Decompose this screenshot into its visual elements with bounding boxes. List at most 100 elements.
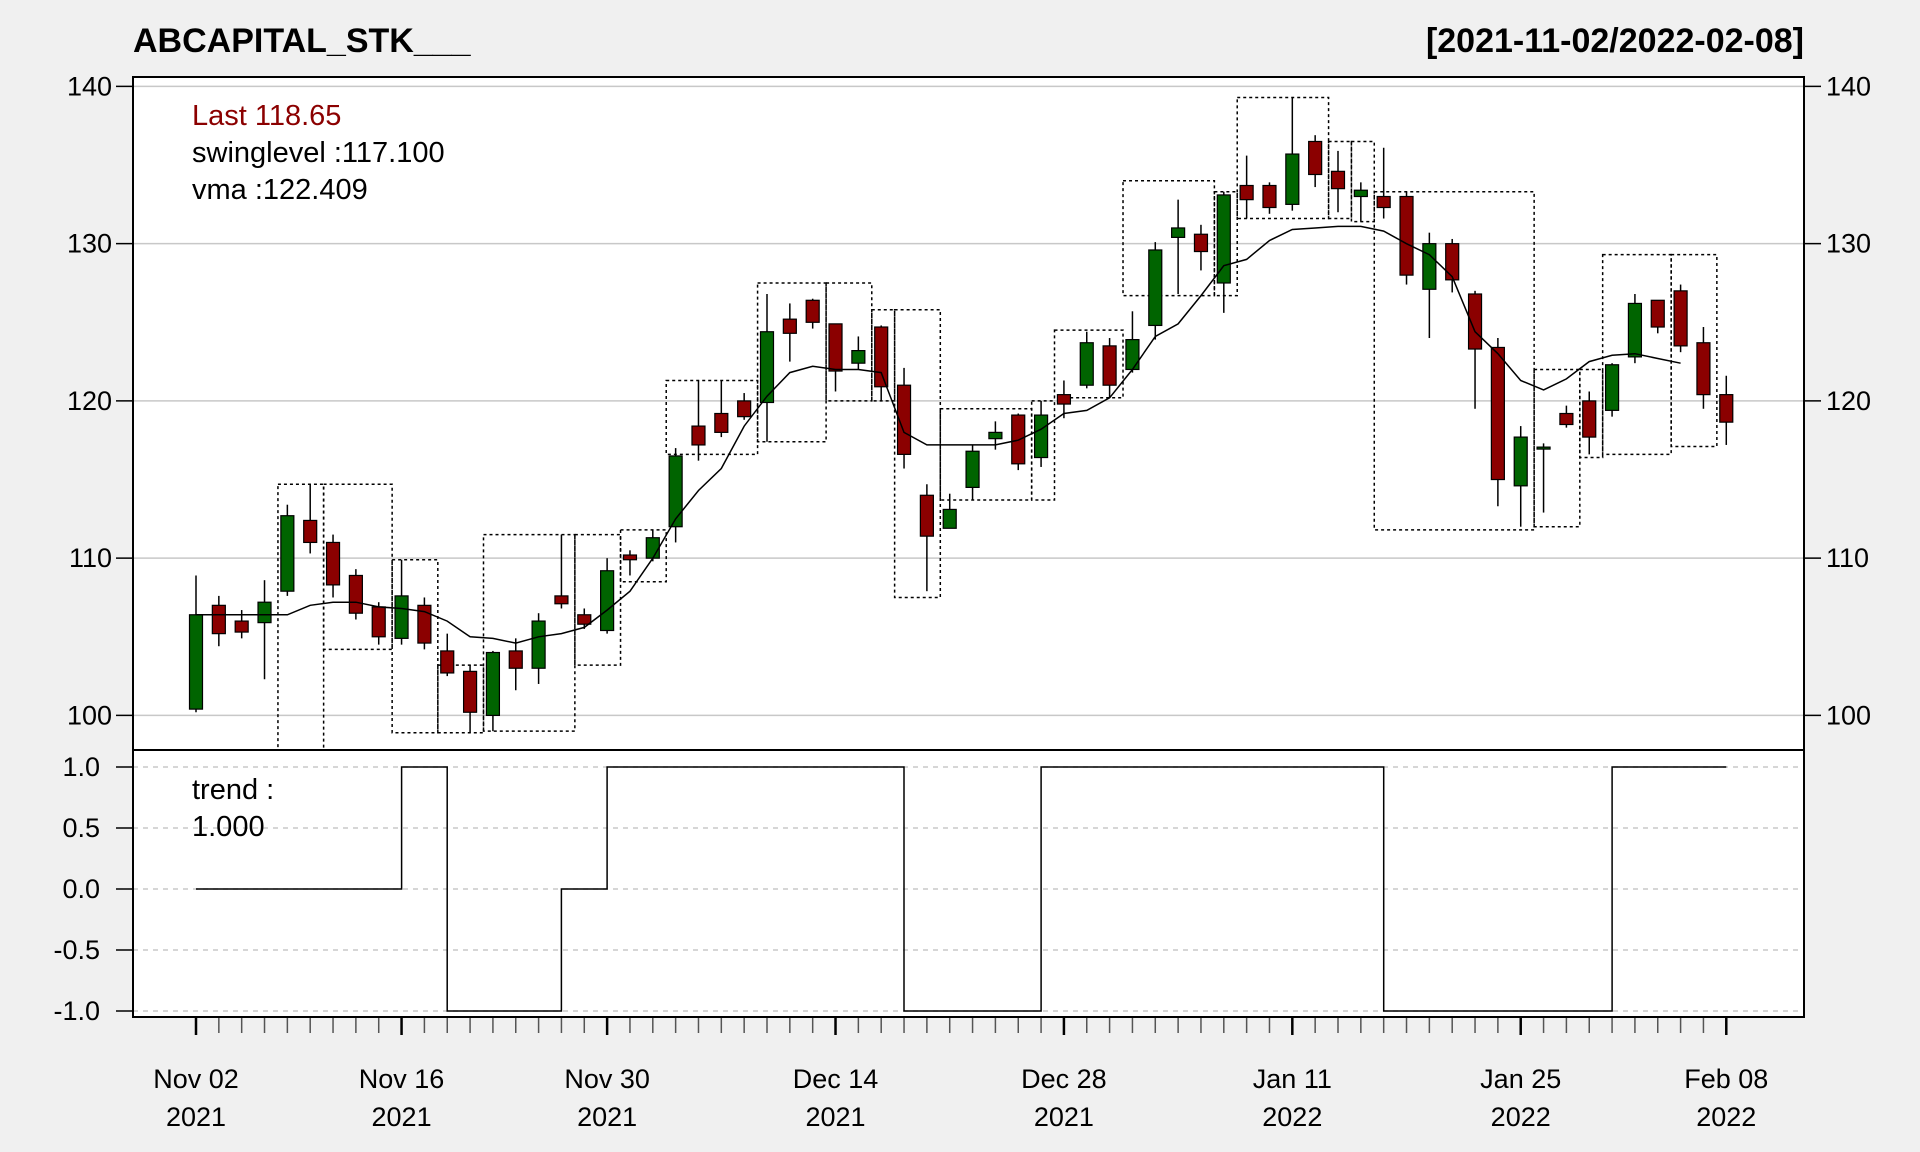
candle-down [1650, 299, 1665, 328]
swing-box [939, 408, 1033, 501]
x-tick-label-year: 2021 [1034, 1102, 1094, 1132]
price-panel [133, 77, 1804, 750]
candle-up [988, 431, 1003, 440]
candle-down [1719, 394, 1734, 423]
trend-y-tick-label: 0.0 [62, 874, 100, 904]
candle-down [1262, 184, 1277, 209]
swing-box [1601, 253, 1672, 456]
candle-up [1285, 153, 1300, 205]
candle-up [1536, 446, 1551, 450]
candle-down [1582, 400, 1597, 438]
trend-y-tick-label: -1.0 [53, 996, 100, 1026]
candle-down [577, 614, 592, 625]
swing-box [1213, 191, 1238, 297]
trend-line [196, 766, 1727, 1012]
candle-up [1422, 243, 1437, 290]
candle-down [1056, 394, 1072, 405]
candle-up [1216, 194, 1231, 284]
x-tick-label-year: 2022 [1491, 1102, 1551, 1132]
trend-y-tick-label: -0.5 [53, 935, 100, 965]
swing-level-boxes [277, 96, 1718, 751]
candle-up [280, 515, 295, 592]
candle-up [188, 614, 204, 710]
x-tick-label-date: Feb 08 [1684, 1064, 1768, 1094]
legend-trend-label: trend : [192, 774, 274, 806]
candle-up [851, 350, 866, 364]
x-tick-label-date: Nov 30 [564, 1064, 650, 1094]
y-tick-label-left: 130 [67, 229, 112, 259]
candle-up [942, 508, 957, 529]
candle-down [1308, 140, 1323, 176]
x-tick-label-date: Dec 28 [1021, 1064, 1107, 1094]
candle-up [1627, 302, 1643, 358]
trend-panel [133, 750, 1804, 1017]
candle-down [1445, 243, 1460, 281]
candle-down [622, 554, 638, 561]
swing-box [391, 558, 439, 734]
x-tick-label-year: 2021 [372, 1102, 432, 1132]
legend-swinglevel: swinglevel :117.100 [192, 137, 445, 169]
swing-box [1670, 253, 1718, 448]
candle-down [1696, 342, 1711, 396]
legend-last: Last 118.65 [192, 100, 341, 132]
candle-down [874, 326, 889, 388]
candle-up [600, 570, 615, 632]
candle-down [1490, 346, 1505, 481]
swing-box [437, 664, 485, 734]
axes: 100 100 110 110 120 120 130 130 140 140 1.0 0.5 0.0 -… [53, 71, 1871, 1132]
candle-down [211, 604, 226, 635]
candle-down [1399, 195, 1414, 276]
candle-up [485, 651, 501, 717]
y-tick-label-left: 110 [69, 543, 112, 573]
candle-down [896, 384, 912, 455]
swing-box [871, 308, 896, 402]
candle-down [1376, 195, 1391, 209]
candle-down [303, 519, 318, 544]
trend-group [196, 766, 1727, 1012]
y-tick-label-right: 100 [1826, 700, 1871, 730]
x-tick-label-date: Jan 11 [1253, 1064, 1332, 1094]
candle-down [828, 323, 843, 372]
legend-vma: vma :122.409 [192, 174, 368, 206]
y-tick-label-left: 120 [67, 386, 112, 416]
candle-up [257, 601, 272, 624]
candle-down [554, 595, 569, 605]
y-tick-label-right: 140 [1826, 71, 1871, 101]
candle-down [805, 299, 820, 323]
candle-up [1148, 249, 1163, 327]
plot-border [132, 76, 1805, 1018]
x-tick-label-year: 2021 [577, 1102, 637, 1132]
candle-up [1125, 338, 1140, 371]
candle-down [737, 400, 752, 418]
candle-down [462, 670, 478, 713]
legend-trend-value: 1.000 [192, 811, 265, 843]
candle-up [759, 331, 775, 404]
x-tick-label-year: 2022 [1262, 1102, 1322, 1132]
candle-up [668, 455, 683, 528]
x-tick-label-year: 2021 [805, 1102, 865, 1132]
candle-up [965, 450, 980, 489]
candle-up [1171, 227, 1186, 238]
candle-up [394, 595, 409, 639]
candle-down [1673, 290, 1688, 347]
candle-down [234, 620, 249, 633]
y-tick-label-right: 110 [1826, 543, 1869, 573]
candle-down [1330, 170, 1346, 190]
chart-title-date-range: [2021-11-02/2022-02-08] [1426, 22, 1804, 60]
swing-box [1236, 96, 1330, 220]
trend-y-tick-label: 0.5 [62, 813, 100, 843]
candle-down [1102, 345, 1117, 386]
swing-box [825, 282, 873, 402]
candle-up [1604, 364, 1620, 411]
swing-box [1122, 180, 1216, 297]
trend-y-tick-label: 1.0 [62, 752, 100, 782]
swing-box [619, 529, 667, 583]
swing-box [1327, 140, 1353, 220]
x-tick-label-date: Dec 14 [793, 1064, 879, 1094]
swing-box [1579, 368, 1604, 459]
candle-down [417, 604, 432, 644]
candle-down [714, 412, 729, 433]
swing-box [1373, 191, 1535, 531]
price-gridlines [133, 85, 1804, 717]
candle-up [1513, 436, 1528, 487]
